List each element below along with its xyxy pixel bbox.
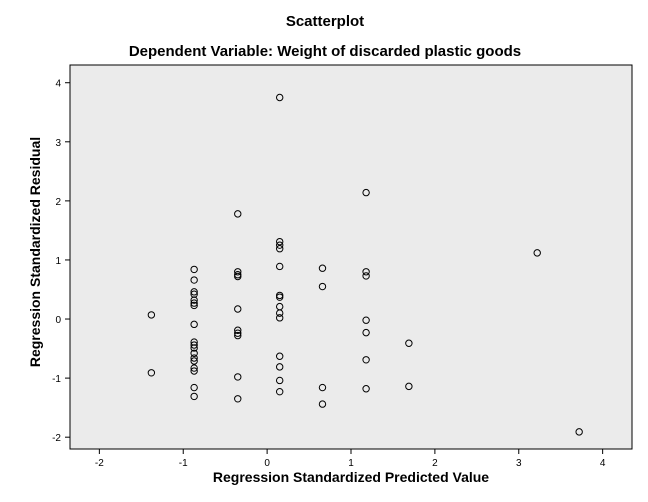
scatter-point <box>190 354 198 362</box>
x-tick-label: -1 <box>179 458 188 469</box>
scatter-point <box>147 369 156 377</box>
y-tick-label: 1 <box>55 256 61 267</box>
scatter-point <box>234 331 242 340</box>
scatter-point <box>276 237 284 246</box>
y-tick-label: 2 <box>55 197 61 208</box>
x-tick-label: 1 <box>348 458 354 469</box>
scatter-point <box>533 249 541 257</box>
scatter-point <box>190 392 198 401</box>
scatter-point <box>276 309 284 317</box>
scatter-point <box>234 210 242 218</box>
x-tick-label: 0 <box>264 458 270 469</box>
scatter-point <box>276 262 284 271</box>
scatter-point <box>276 245 284 253</box>
scatter-point <box>190 320 198 329</box>
scatter-point <box>190 265 198 274</box>
y-tick-label: 4 <box>55 79 61 90</box>
scatter-point <box>234 326 242 334</box>
scatter-point <box>190 344 198 352</box>
plot-area <box>69 64 633 450</box>
scatter-point <box>234 329 242 337</box>
scatter-point <box>234 305 242 313</box>
x-axis-ticks: -2 -1 0 1 2 3 4 <box>95 449 606 469</box>
scatter-point <box>362 268 370 276</box>
scatter-point <box>276 314 284 322</box>
scatter-point <box>276 387 284 396</box>
y-tick-label: 0 <box>55 315 61 326</box>
x-tick-label: -2 <box>95 458 104 469</box>
x-tick-label: 3 <box>516 458 522 469</box>
scatter-point <box>362 328 370 337</box>
scatter-point <box>362 316 370 324</box>
y-tick-label: -1 <box>52 374 61 385</box>
scatter-point <box>147 311 156 319</box>
scatter-point <box>190 276 198 284</box>
y-tick-label: 3 <box>55 138 61 149</box>
scatter-point <box>234 268 242 276</box>
chart-subtitle: Dependent Variable: Weight of discarded … <box>129 43 521 60</box>
scatter-point <box>405 382 413 391</box>
chart-title: Scatterplot <box>286 13 364 30</box>
scatter-point <box>190 383 198 392</box>
x-tick-label: 2 <box>432 458 438 469</box>
scatter-point <box>276 241 284 249</box>
scatter-point <box>405 339 413 347</box>
scatter-point <box>362 188 370 197</box>
scatter-point <box>190 349 198 357</box>
scatter-point <box>190 299 198 307</box>
scatter-point <box>575 428 583 436</box>
scatter-point <box>318 400 327 408</box>
x-axis-label: Regression Standardized Predicted Value <box>213 469 489 485</box>
scatter-point <box>318 264 327 272</box>
scatter-point <box>362 356 370 364</box>
y-axis-label: Regression Standardized Residual <box>27 137 43 367</box>
scatter-point <box>234 272 242 281</box>
scatter-point <box>276 376 284 385</box>
data-points <box>147 93 583 436</box>
scatter-point <box>190 364 198 372</box>
scatter-point <box>318 383 327 392</box>
scatter-point <box>362 385 370 393</box>
scatter-point <box>234 395 242 403</box>
scatter-point <box>190 288 198 296</box>
scatter-point <box>276 93 284 102</box>
scatter-point <box>276 352 284 360</box>
scatter-point <box>190 341 198 349</box>
scatter-point <box>276 363 284 371</box>
scatter-point <box>190 357 198 365</box>
scatter-point <box>190 301 198 310</box>
y-axis-ticks: -2 -1 0 1 2 3 4 <box>52 79 70 444</box>
y-tick-label: -2 <box>52 433 61 444</box>
scatter-point <box>234 373 242 381</box>
scatter-point <box>362 272 370 280</box>
scatter-point <box>318 282 327 291</box>
scatter-point <box>190 296 198 304</box>
x-tick-label: 4 <box>600 458 606 469</box>
scatter-point <box>276 293 284 301</box>
scatter-point <box>190 367 198 375</box>
